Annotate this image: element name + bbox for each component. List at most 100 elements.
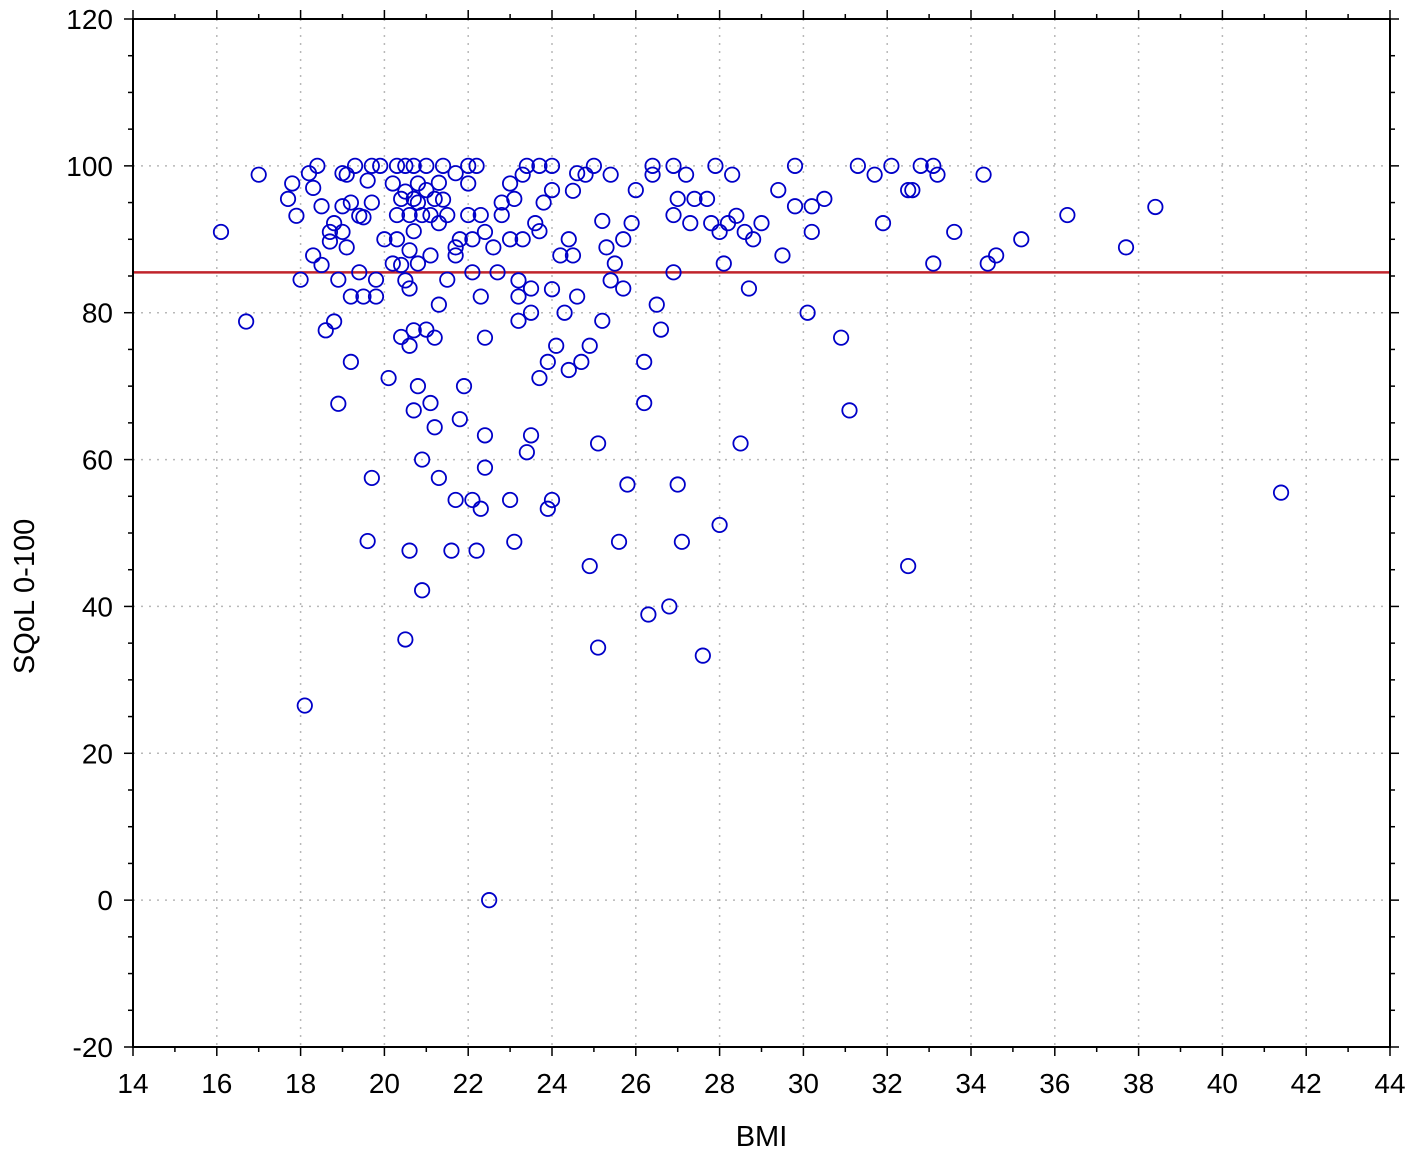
data-point [589, 435, 607, 452]
data-point [698, 190, 716, 207]
data-point [874, 215, 892, 232]
data-point [644, 157, 661, 174]
data-point [313, 256, 330, 274]
data-point [518, 157, 535, 174]
data-point [439, 206, 456, 224]
data-point [501, 175, 519, 192]
x-tick-label: 24 [536, 1068, 567, 1099]
data-point [979, 255, 996, 272]
data-point [397, 157, 414, 174]
x-tick-label: 40 [1207, 1068, 1238, 1099]
data-point [464, 231, 481, 248]
data-point [527, 215, 544, 232]
data-point [506, 533, 523, 550]
data-point [732, 435, 749, 452]
data-point [569, 165, 586, 182]
data-point [904, 181, 921, 199]
data-point [355, 209, 372, 226]
y-tick-labels: -20 0 20 40 60 80 100 120 [66, 4, 113, 1063]
data-point [774, 247, 791, 264]
data-point [682, 215, 699, 232]
data-point [460, 206, 477, 224]
data-point [841, 402, 858, 419]
data-point [451, 411, 468, 428]
data-point [900, 557, 917, 575]
data-point [401, 206, 418, 224]
data-point [510, 272, 527, 289]
data-point [816, 190, 833, 207]
y-tick-label: 20 [82, 738, 113, 769]
x-tick-label: 20 [369, 1068, 400, 1099]
data-point [535, 194, 552, 211]
data-point [510, 312, 527, 329]
data-point [447, 247, 464, 264]
data-point [548, 337, 565, 354]
data-point [447, 239, 464, 256]
data-point [522, 280, 540, 297]
data-point [388, 206, 406, 224]
data-point [292, 271, 309, 288]
data-point [677, 166, 695, 183]
data-point [384, 175, 401, 192]
y-tick-label: -20 [73, 1032, 113, 1063]
data-point [397, 272, 414, 289]
data-point [317, 322, 334, 339]
data-point [359, 532, 376, 550]
x-tick-labels: 14 16 18 20 22 24 26 28 30 32 34 36 38 40 42 44 [117, 1068, 1405, 1099]
data-point [363, 469, 380, 487]
data-point [468, 157, 485, 174]
data-point [539, 353, 556, 371]
y-axis-label: SQoL 0-100 [9, 519, 41, 674]
data-point [330, 395, 347, 412]
data-point [305, 247, 322, 264]
data-point [250, 166, 267, 183]
data-point [405, 322, 422, 339]
data-point [606, 255, 623, 272]
data-point [342, 194, 359, 211]
data-point [326, 215, 343, 232]
data-point [803, 223, 820, 241]
x-tick-label: 18 [285, 1068, 316, 1099]
data-point [476, 329, 494, 346]
data-point [623, 215, 640, 232]
data-point [414, 206, 431, 224]
data-point [393, 256, 410, 274]
data-point [615, 231, 632, 248]
data-point [602, 166, 619, 183]
data-point [414, 582, 431, 599]
data-point [786, 157, 804, 174]
data-point [439, 271, 456, 288]
data-point [1117, 239, 1135, 256]
data-point [351, 264, 368, 281]
data-point [460, 175, 477, 192]
data-point [422, 394, 439, 412]
data-point [925, 157, 942, 174]
axis-ticks [124, 10, 1399, 1056]
data-point [430, 215, 447, 232]
data-point [849, 157, 866, 174]
data-point [598, 239, 615, 256]
data-point [753, 215, 770, 232]
data-point [543, 491, 561, 509]
data-point [342, 353, 359, 371]
data-point [489, 264, 506, 281]
data-point [447, 491, 464, 509]
data-point [501, 491, 519, 509]
data-point [652, 321, 670, 338]
data-point [367, 271, 385, 288]
data-point [925, 255, 942, 272]
data-point [900, 181, 917, 199]
data-point [946, 223, 963, 241]
data-point [648, 296, 665, 313]
data-point [472, 206, 489, 224]
data-point [321, 223, 339, 241]
data-point [338, 166, 355, 183]
data-point [669, 476, 686, 493]
data-point [405, 157, 422, 174]
data-point [581, 557, 598, 575]
data-point [539, 500, 556, 517]
data-point [581, 337, 598, 354]
data-point [212, 223, 230, 241]
